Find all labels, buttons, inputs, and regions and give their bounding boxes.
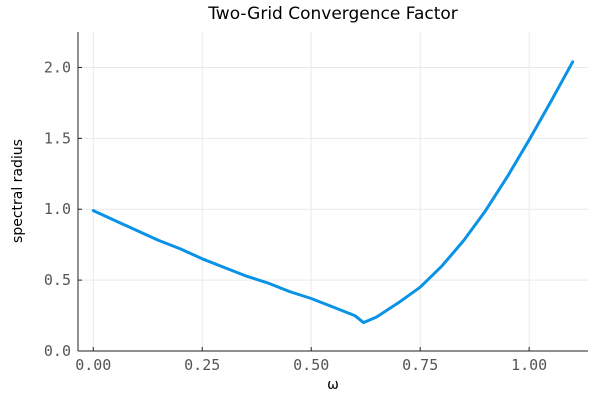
y-tick-label: 0.5 (44, 271, 71, 289)
x-tick-label: 0.00 (75, 356, 111, 374)
chart-title: Two-Grid Convergence Factor (207, 4, 458, 24)
x-axis-label: ω (327, 377, 339, 393)
y-tick-label: 2.0 (44, 58, 71, 76)
y-tick-label: 0.0 (44, 342, 71, 360)
series-line (91, 60, 575, 325)
y-axis-label: spectral radius (10, 139, 26, 243)
x-tick-label: 0.75 (402, 356, 438, 374)
y-tick-label: 1.0 (44, 200, 71, 218)
x-tick-label: 0.50 (293, 356, 329, 374)
y-tick-label: 1.5 (44, 129, 71, 147)
series (91, 60, 575, 325)
x-tick-labels: 0.00 0.25 0.50 0.75 1.00 (75, 356, 547, 374)
x-tick-label: 1.00 (511, 356, 547, 374)
grid (78, 32, 588, 352)
y-tick-labels: 0.0 0.5 1.0 1.5 2.0 (44, 58, 71, 360)
x-tick-label: 0.25 (184, 356, 220, 374)
